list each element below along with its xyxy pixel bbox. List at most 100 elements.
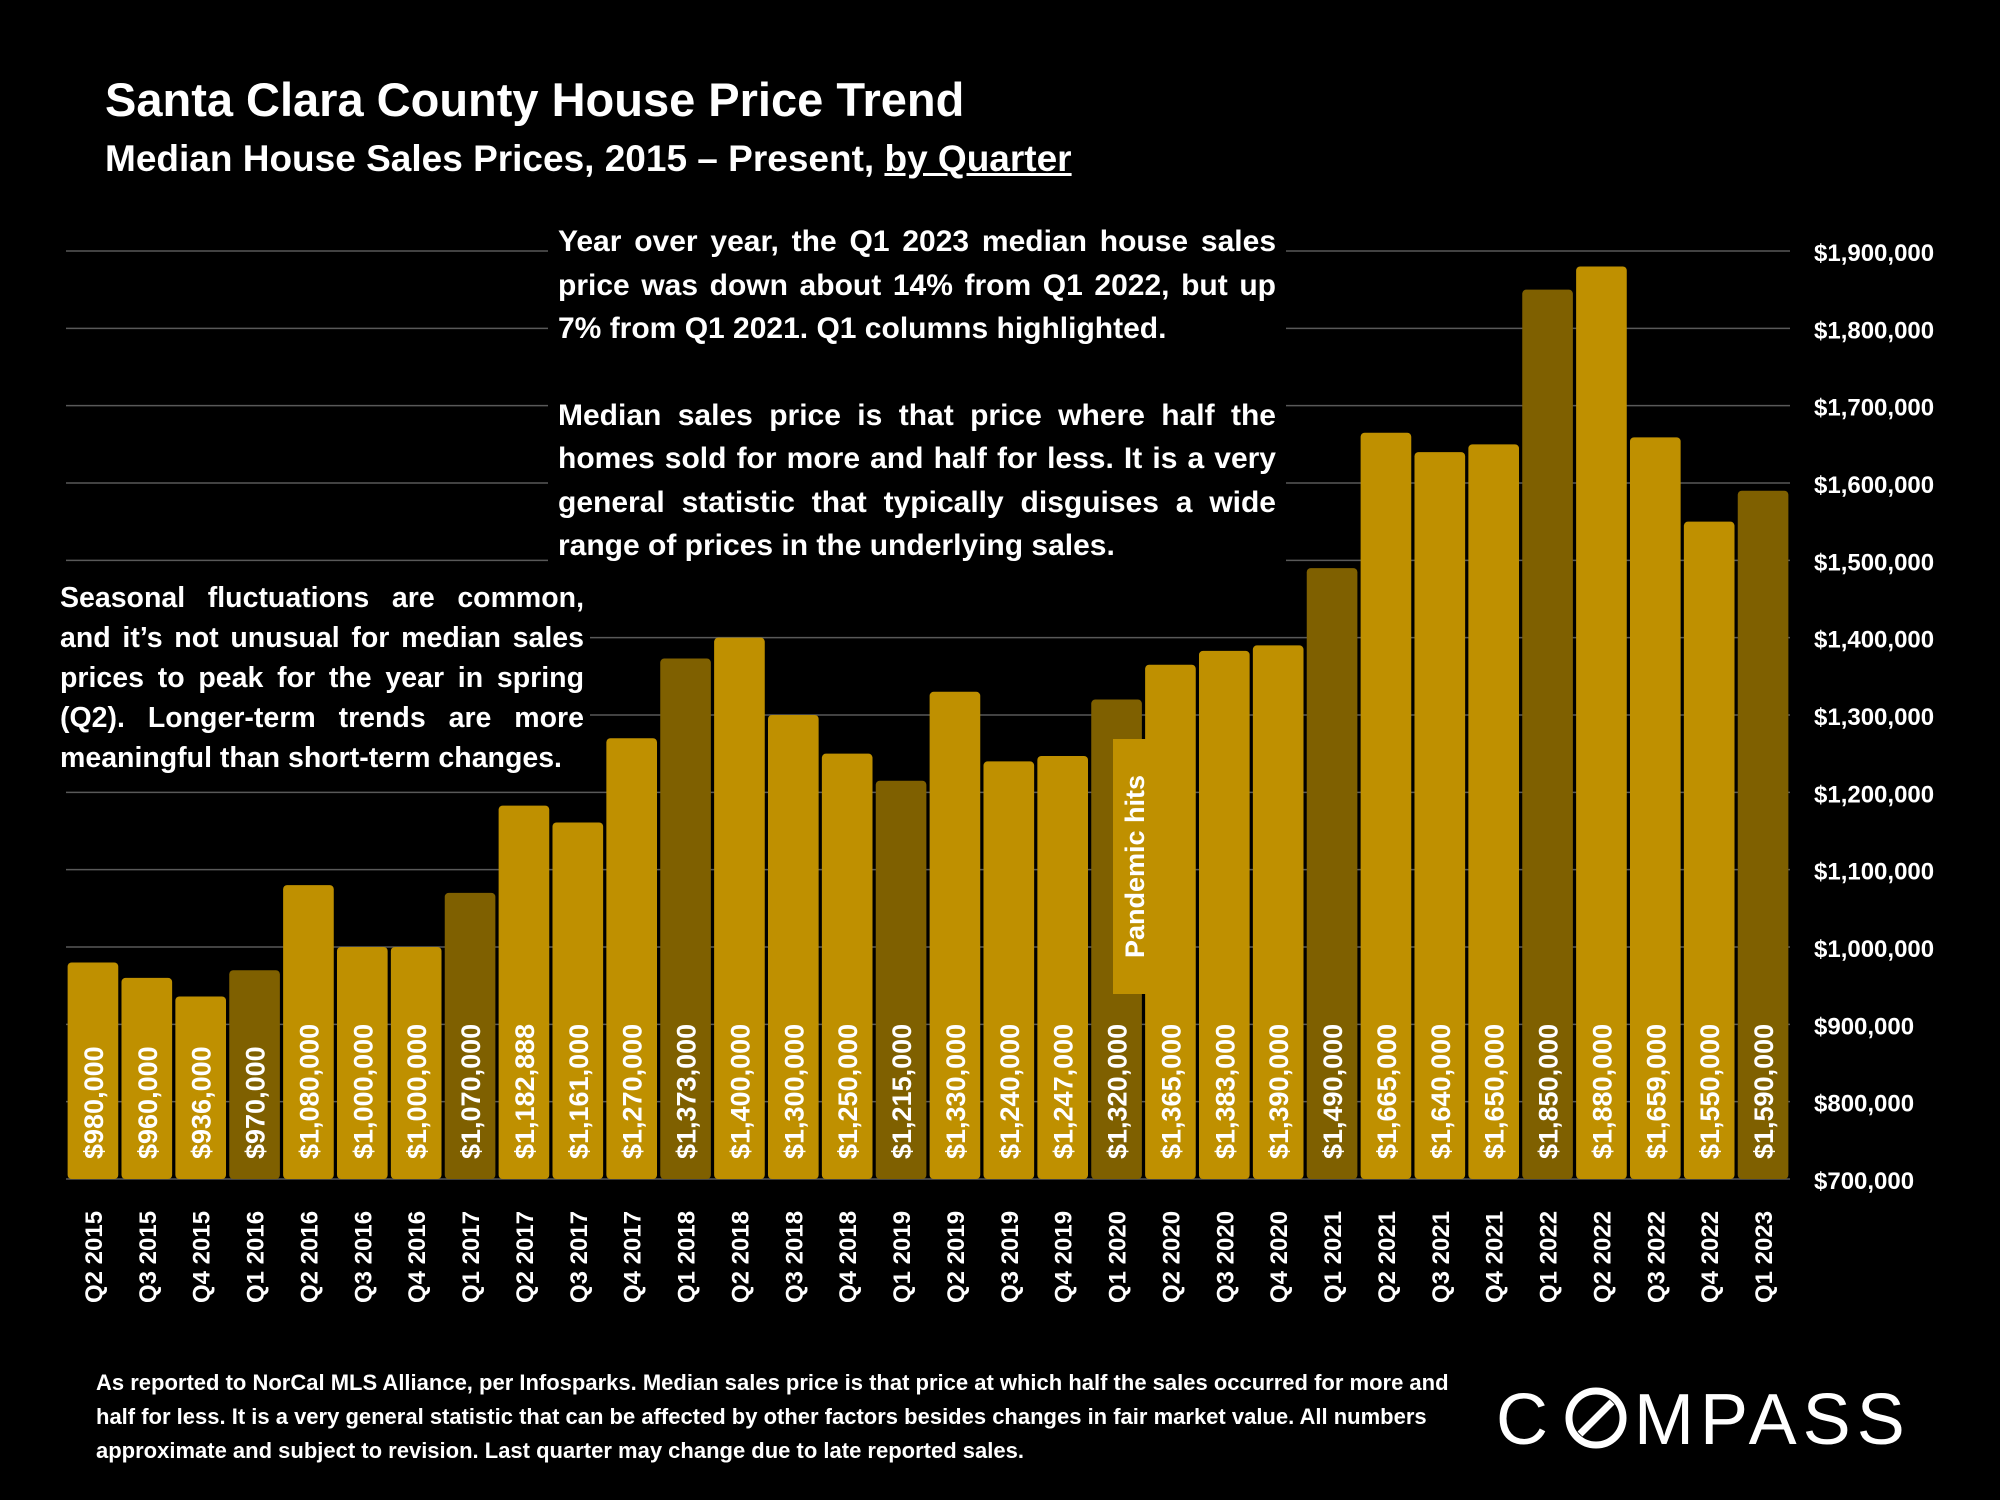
x-tick-label: Q3 2018 (781, 1211, 808, 1303)
data-label: $1,182,888 (510, 1024, 540, 1159)
data-label: $1,000,000 (402, 1024, 432, 1159)
x-tick-label: Q1 2022 (1536, 1211, 1563, 1303)
bar (1522, 289, 1573, 1180)
bar (606, 738, 658, 1179)
x-tick-label: Q3 2022 (1643, 1211, 1670, 1303)
data-label: $1,850,000 (1534, 1024, 1564, 1159)
x-tick-label: Q3 2021 (1428, 1211, 1455, 1303)
data-label: $1,659,000 (1641, 1024, 1671, 1159)
chart-title: Santa Clara County House Price Trend (105, 73, 965, 126)
bar (336, 947, 388, 1179)
data-label: $1,000,000 (348, 1024, 378, 1159)
x-tick-label: Q4 2017 (620, 1211, 647, 1303)
data-label: $960,000 (133, 1046, 163, 1159)
x-tick-label: Q3 2019 (997, 1211, 1024, 1303)
data-label: $936,000 (187, 1046, 217, 1159)
chart-subtitle: Median House Sales Prices, 2015 – Presen… (105, 138, 1072, 180)
data-label: $1,400,000 (725, 1024, 755, 1159)
x-tick-label: Q1 2023 (1751, 1211, 1778, 1303)
y-tick-label: $1,400,000 (1814, 627, 1934, 654)
bar (1576, 266, 1627, 1179)
y-tick-label: $900,000 (1814, 1013, 1914, 1040)
data-label: $1,161,000 (564, 1024, 594, 1159)
bar (1629, 437, 1681, 1180)
x-tick-label: Q1 2016 (243, 1211, 270, 1303)
bar (714, 637, 765, 1179)
x-tick-label: Q2 2021 (1374, 1211, 1401, 1303)
x-tick-label: Q3 2017 (566, 1211, 593, 1303)
bar (175, 996, 227, 1179)
x-tick-label: Q4 2016 (404, 1211, 431, 1303)
bar (1037, 755, 1089, 1179)
bar (283, 885, 334, 1179)
data-label: $1,665,000 (1372, 1024, 1402, 1159)
annotation-yoy-paragraph-2: Median sales price is that price where h… (558, 398, 1276, 563)
data-label: $1,320,000 (1103, 1024, 1133, 1159)
pandemic-callout-label: Pandemic hits (1120, 774, 1150, 959)
data-label: $1,383,000 (1210, 1024, 1240, 1159)
y-tick-label: $1,300,000 (1814, 704, 1934, 731)
bar (1306, 568, 1358, 1179)
x-tick-label: Q2 2019 (943, 1211, 970, 1303)
data-label: $1,300,000 (779, 1024, 809, 1159)
x-tick-label: Q1 2017 (458, 1211, 485, 1303)
compass-logo-letters-mpass: MPASS (1634, 1380, 1911, 1458)
data-label: $1,650,000 (1480, 1024, 1510, 1159)
x-tick-label: Q3 2016 (350, 1211, 377, 1303)
bar (875, 780, 927, 1179)
x-tick-label: Q2 2016 (296, 1211, 323, 1303)
data-label: $980,000 (79, 1046, 109, 1159)
data-label: $1,070,000 (456, 1024, 486, 1159)
data-label: $1,365,000 (1156, 1024, 1186, 1159)
data-label: $1,270,000 (618, 1024, 648, 1159)
bar (229, 970, 280, 1179)
annotation-yoy-paragraph-1: Year over year, the Q1 2023 median house… (558, 225, 1276, 345)
y-tick-label: $1,600,000 (1814, 472, 1934, 499)
compass-logo-letters-c: C (1496, 1380, 1554, 1458)
y-tick-label: $1,800,000 (1814, 317, 1934, 344)
bar (552, 822, 604, 1179)
data-label: $1,215,000 (887, 1024, 917, 1159)
bar (1198, 650, 1250, 1179)
data-label: $1,490,000 (1318, 1024, 1348, 1159)
y-tick-label: $1,900,000 (1814, 240, 1934, 267)
y-tick-label: $1,200,000 (1814, 781, 1934, 808)
x-tick-label: Q2 2015 (81, 1211, 108, 1303)
x-tick-label: Q4 2018 (835, 1211, 862, 1303)
x-tick-label: Q2 2022 (1589, 1211, 1616, 1303)
annotation-yoy: Year over year, the Q1 2023 median house… (548, 220, 1286, 568)
x-tick-label: Q4 2019 (1051, 1211, 1078, 1303)
x-tick-label: Q4 2022 (1697, 1211, 1724, 1303)
compass-o-icon (1565, 1387, 1627, 1449)
x-tick-label: Q4 2015 (189, 1211, 216, 1303)
data-label: $1,640,000 (1426, 1024, 1456, 1159)
bar (1683, 521, 1735, 1179)
bar (1252, 645, 1304, 1179)
bar (67, 962, 119, 1179)
x-tick-label: Q4 2020 (1266, 1211, 1293, 1303)
bar (1414, 452, 1466, 1180)
subtitle-main: Median House Sales Prices, 2015 – Presen… (105, 138, 885, 179)
bar (1737, 490, 1789, 1179)
bar (767, 715, 819, 1179)
data-label: $1,247,000 (1049, 1024, 1079, 1159)
bar (390, 947, 442, 1179)
source-footnote: As reported to NorCal MLS Alliance, per … (96, 1370, 1449, 1463)
subtitle-by-quarter: by Quarter (884, 138, 1072, 179)
x-tick-label: Q4 2021 (1482, 1211, 1509, 1303)
x-tick-label: Q1 2019 (889, 1211, 916, 1303)
x-tick-label: Q1 2021 (1320, 1211, 1347, 1303)
pandemic-callout: Pandemic hits (1113, 739, 1158, 994)
x-tick-label: Q3 2015 (135, 1211, 162, 1303)
data-label: $1,550,000 (1695, 1024, 1725, 1159)
x-tick-label: Q2 2017 (512, 1211, 539, 1303)
bar (1468, 444, 1520, 1179)
y-tick-label: $1,500,000 (1814, 549, 1934, 576)
x-tick-label: Q3 2020 (1212, 1211, 1239, 1303)
bar (983, 761, 1035, 1179)
bar (660, 658, 711, 1179)
y-tick-label: $700,000 (1814, 1168, 1914, 1195)
x-tick-label: Q1 2020 (1105, 1211, 1132, 1303)
compass-logo: C MPASS (1496, 1380, 1911, 1458)
bar (498, 805, 550, 1179)
